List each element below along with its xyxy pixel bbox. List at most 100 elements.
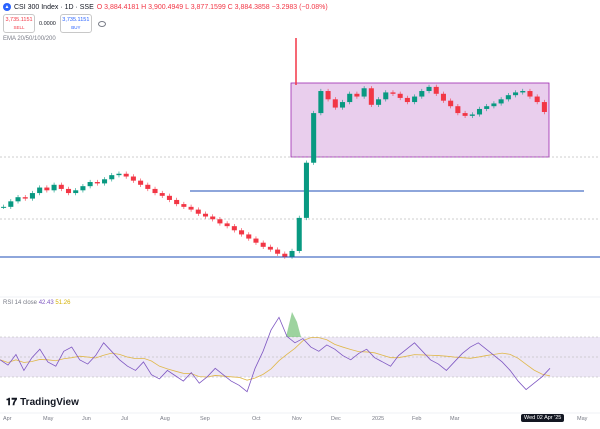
time-axis-label: Jun xyxy=(82,416,91,422)
buy-price: 3,735.1151 xyxy=(62,16,90,23)
sell-label: SELL xyxy=(13,24,25,30)
candle-body xyxy=(469,114,475,116)
candle-body xyxy=(368,88,374,105)
candle-body xyxy=(282,253,288,257)
time-axis-label: Apr xyxy=(3,416,12,422)
candle-body xyxy=(138,180,144,185)
candle-body xyxy=(440,93,446,101)
candle-body xyxy=(174,199,180,205)
time-axis-label: Aug xyxy=(160,416,170,422)
time-axis-label: Oct xyxy=(252,416,261,422)
time-axis-label: Sep xyxy=(200,416,210,422)
rsi-overbought-fill xyxy=(286,312,301,337)
time-axis-label: Jul xyxy=(121,416,129,422)
candle-body xyxy=(412,96,418,103)
candle-body xyxy=(152,188,158,194)
rsi-value: 42.43 xyxy=(38,300,54,306)
candle-body xyxy=(224,223,230,227)
candle-body xyxy=(404,97,410,103)
time-axis-label: Feb xyxy=(412,416,422,422)
candle-body xyxy=(484,106,490,109)
candle-body xyxy=(231,226,237,231)
candle-body xyxy=(383,92,389,100)
tradingview-logo[interactable]: 𝟏𝟕 TradingView xyxy=(6,397,79,408)
time-axis-label: Nov xyxy=(292,416,302,422)
candle-body xyxy=(289,250,295,257)
tradingview-icon: 𝟏𝟕 xyxy=(6,397,18,408)
time-axis-label: May xyxy=(577,416,588,422)
candle-body xyxy=(145,184,151,189)
candle-body xyxy=(29,193,35,199)
time-axis[interactable]: Apr May Jun Jul Aug Sep Oct Nov Dec 2025 Feb Mar Wed… xyxy=(0,413,600,429)
rsi-label: RSI 14 close xyxy=(3,300,38,306)
candle-body xyxy=(419,91,425,97)
candle-body xyxy=(275,249,281,254)
rsi-line xyxy=(0,316,551,393)
buy-label: BUY xyxy=(71,24,81,30)
candle-body xyxy=(210,216,216,220)
candles-group xyxy=(1,38,547,259)
candle-body xyxy=(130,176,136,181)
trade-panel: 3,735.1151 SELL 0.0000 3,735.1151 BUY xyxy=(3,14,106,33)
candle-body xyxy=(462,113,468,116)
time-axis-label: Wed 02 Apr '25 xyxy=(521,414,565,422)
candle-body xyxy=(325,91,331,100)
candle-body xyxy=(195,209,201,214)
symbol-header[interactable]: ▲ CSI 300 Index · 1D · SSE O 3,884.4181 … xyxy=(3,3,328,11)
candle-body xyxy=(491,103,497,107)
candle-body xyxy=(15,197,21,202)
rsi-legend[interactable]: RSI 14 close 42.43 51.26 xyxy=(3,300,70,306)
candle-body xyxy=(339,102,346,108)
candle-body xyxy=(397,93,403,98)
candle-body xyxy=(8,201,14,207)
candle-body xyxy=(109,175,115,180)
candle-body xyxy=(448,100,454,107)
candle-body xyxy=(202,213,209,217)
candle-body xyxy=(376,99,382,105)
candle-body xyxy=(354,93,360,97)
candle-body xyxy=(318,91,324,114)
candle-body xyxy=(166,195,172,200)
candle-body xyxy=(433,86,439,94)
candle-body xyxy=(1,206,7,208)
candle-body xyxy=(267,246,273,250)
symbol-logo-icon: ▲ xyxy=(3,3,11,11)
sell-price: 3,735.1151 xyxy=(5,16,33,23)
candle-body xyxy=(58,184,64,189)
candle-body xyxy=(73,190,79,194)
candle-body xyxy=(332,99,338,108)
candle-body xyxy=(455,106,461,114)
candle-body xyxy=(347,93,353,103)
candle-body xyxy=(217,219,223,224)
spread-value: 0.0000 xyxy=(39,20,56,27)
time-axis-label: Mar xyxy=(450,416,460,422)
candle-body xyxy=(253,238,259,243)
buy-button[interactable]: 3,735.1151 BUY xyxy=(59,14,92,33)
candle-body xyxy=(123,173,129,177)
candle-body xyxy=(296,217,302,251)
candle-body xyxy=(37,187,43,194)
sell-button[interactable]: 3,735.1151 SELL xyxy=(3,14,35,33)
candle-body xyxy=(51,184,57,191)
candle-body xyxy=(181,204,187,207)
candle-body xyxy=(361,88,367,97)
candle-body xyxy=(94,182,100,184)
hide-eye-icon[interactable] xyxy=(97,20,106,27)
time-axis-label: Dec xyxy=(331,416,341,422)
tradingview-name: TradingView xyxy=(20,397,79,408)
candle-body xyxy=(390,92,396,94)
candle-body xyxy=(239,230,245,235)
candle-body xyxy=(102,179,108,184)
time-axis-label: 2025 xyxy=(372,416,385,422)
candle-body xyxy=(476,108,483,115)
candle-body xyxy=(80,186,86,191)
candle-body xyxy=(116,173,122,176)
candle-body xyxy=(44,187,50,191)
candle-body xyxy=(260,242,266,247)
symbol-title[interactable]: CSI 300 Index · 1D · SSE xyxy=(14,3,94,11)
ema-legend[interactable]: EMA 20/50/100/200 xyxy=(3,36,56,42)
candle-body xyxy=(498,99,504,104)
candle-body xyxy=(87,182,93,187)
candle-body xyxy=(159,193,165,196)
